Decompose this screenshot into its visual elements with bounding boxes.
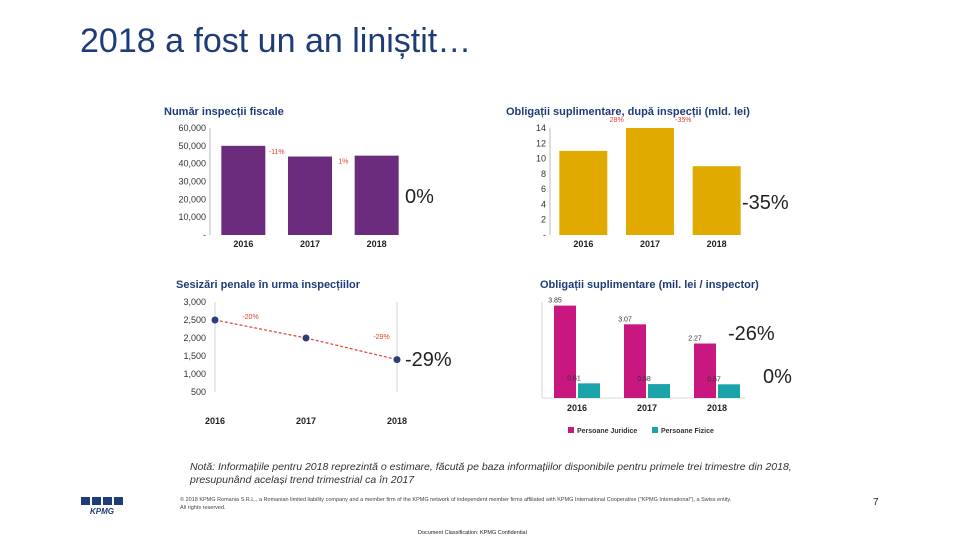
bar-fizice-2016 <box>578 383 600 398</box>
y-tick-label: 4 <box>541 199 546 209</box>
footnote-line-2: presupunând același trend trimestrial ca… <box>190 474 415 486</box>
annotation-obligations-change: -35% <box>742 192 789 214</box>
data-label: 2.27 <box>688 336 702 343</box>
legend-label: Persoane Juridice <box>577 428 637 435</box>
y-tick-label: 30,000 <box>178 177 206 187</box>
change-label: 1% <box>338 159 348 166</box>
y-tick-label: 8 <box>541 169 546 179</box>
y-tick-label: 12 <box>536 138 546 148</box>
data-label: 3.07 <box>618 316 632 323</box>
bar-fizice-2017 <box>648 384 670 398</box>
y-tick-label: 14 <box>536 123 546 133</box>
bar-juridice-2017 <box>624 324 646 398</box>
y-tick-label: 60,000 <box>178 123 206 133</box>
data-point-2016 <box>211 316 219 324</box>
data-point-2017 <box>302 334 310 342</box>
bar-2016 <box>559 150 608 235</box>
logo-block-1 <box>81 497 90 505</box>
x-tick-label: 2016 <box>573 239 593 249</box>
footnote: Notă: Informațiile pentru 2018 reprezint… <box>190 461 810 487</box>
x-tick-label: 2016 <box>233 239 253 249</box>
page-number: 7 <box>873 497 879 508</box>
legend-swatch <box>652 427 658 433</box>
y-tick-label: 50,000 <box>178 141 206 151</box>
legend-swatch <box>568 427 574 433</box>
y-tick-label: 2,500 <box>183 315 206 325</box>
chart-per-inspector-title: Obligații suplimentare (mil. lei / inspe… <box>540 279 759 291</box>
y-tick-label: 20,000 <box>178 194 206 204</box>
change-label: -29% <box>373 334 389 341</box>
bar-2017 <box>288 156 332 235</box>
kpmg-logo: KPMG <box>81 497 123 516</box>
x-tick-label: 2017 <box>296 416 316 426</box>
x-tick-label: 2018 <box>707 239 727 249</box>
x-tick-label: 2018 <box>387 416 407 426</box>
x-tick-label: 2017 <box>300 239 320 249</box>
y-tick-label: 1,500 <box>183 351 206 361</box>
y-tick-label: 10,000 <box>178 212 206 222</box>
chart-obligations-title: Obligații suplimentare, după inspecții (… <box>506 106 750 118</box>
data-point-2018 <box>393 356 401 364</box>
logo-block-3 <box>103 497 112 505</box>
y-tick-label: 40,000 <box>178 159 206 169</box>
copyright-line-2: All rights reserved. <box>180 505 226 511</box>
y-tick-label: 10 <box>536 154 546 164</box>
y-tick-label: - <box>543 230 546 240</box>
document-classification: Document Classification: KPMG Confidenti… <box>418 530 527 536</box>
footnote-line-1: Notă: Informațiile pentru 2018 reprezint… <box>190 461 792 473</box>
x-tick-label: 2018 <box>707 403 727 413</box>
data-label: 0.61 <box>567 375 581 382</box>
bar-juridice-2016 <box>554 305 576 398</box>
annotation-individuals-change: 0% <box>763 366 792 388</box>
legend-label: Persoane Fizice <box>661 428 714 435</box>
bar-2016 <box>221 145 266 235</box>
copyright: © 2018 KPMG Romania S.R.L., a Romanian l… <box>180 496 820 512</box>
y-tick-label: 3,000 <box>183 297 206 307</box>
y-tick-label: - <box>203 230 206 240</box>
chart-criminal-referrals: Sesizări penale în urma inspecțiilor 500… <box>176 279 407 426</box>
y-tick-label: 2 <box>541 215 546 225</box>
y-tick-label: 1,000 <box>183 369 206 379</box>
x-tick-label: 2016 <box>567 403 587 413</box>
trend-segment <box>214 319 307 339</box>
x-tick-label: 2017 <box>640 239 660 249</box>
logo-block-4 <box>114 497 123 505</box>
chart-criminal-referrals-title: Sesizări penale în urma inspecțiilor <box>176 279 361 291</box>
y-tick-label: 2,000 <box>183 333 206 343</box>
chart-per-inspector: Obligații suplimentare (mil. lei / inspe… <box>540 279 759 435</box>
chart-obligations: Obligații suplimentare, după inspecții (… <box>506 106 750 249</box>
annotation-inspections-change: 0% <box>405 186 434 208</box>
copyright-line-1: © 2018 KPMG Romania S.R.L., a Romanian l… <box>180 497 732 503</box>
y-tick-label: 6 <box>541 184 546 194</box>
annotation-companies-change: -26% <box>728 323 775 345</box>
x-tick-label: 2016 <box>205 416 225 426</box>
logo-text: KPMG <box>90 507 114 516</box>
bar-juridice-2018 <box>694 343 716 398</box>
trend-segment <box>305 337 398 361</box>
change-label: 28% <box>610 117 624 124</box>
page-title: 2018 a fost un an liniștit… <box>80 22 472 60</box>
data-label: 0.57 <box>707 376 721 383</box>
data-label: 0.58 <box>637 376 651 383</box>
chart-inspections-title: Număr inspecții fiscale <box>164 106 284 118</box>
change-label: -11% <box>269 149 285 156</box>
change-label: -35% <box>675 117 691 124</box>
data-label: 3.85 <box>548 298 562 305</box>
chart-inspections: Număr inspecții fiscale - 10,000 20,000 30,… <box>164 106 399 249</box>
x-tick-label: 2017 <box>637 403 657 413</box>
bar-2018 <box>354 155 399 235</box>
bar-fizice-2018 <box>718 384 740 398</box>
y-tick-label: 500 <box>191 387 206 397</box>
bar-2018 <box>692 166 741 235</box>
change-label: -20% <box>242 314 258 321</box>
bar-2017 <box>626 128 674 235</box>
x-tick-label: 2018 <box>367 239 387 249</box>
logo-block-2 <box>92 497 101 505</box>
annotation-referrals-change: -29% <box>405 349 452 371</box>
